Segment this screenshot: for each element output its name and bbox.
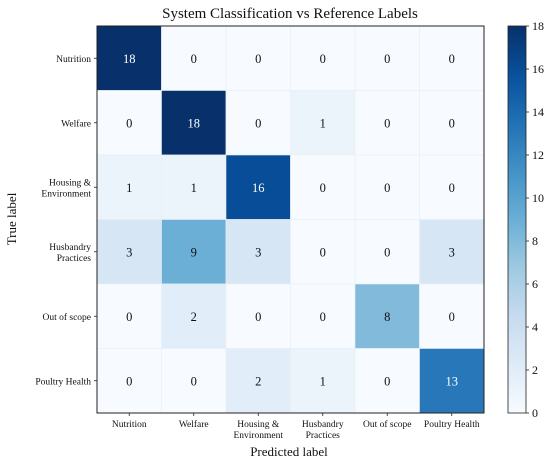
cell-value-label: 1 <box>126 181 132 195</box>
colorbar-tick-label: 4 <box>532 320 538 334</box>
cell-value-label: 9 <box>191 245 197 259</box>
y-axis-title: True label <box>4 192 19 245</box>
heatmap-cell <box>354 25 420 91</box>
heatmap-cell <box>290 219 356 285</box>
y-tick-label: Practices <box>57 254 92 264</box>
cell-value-label: 1 <box>191 181 197 195</box>
x-tick-label: Nutrition <box>112 420 147 430</box>
x-axis-title: Predicted label <box>250 444 328 459</box>
y-tick-labels: Nutrition Welfare Housing &Environment Husb… <box>35 55 97 387</box>
y-tick-label: Husbandry <box>49 243 91 253</box>
y-tick-label: Out of scope <box>42 312 91 323</box>
heatmap-cell <box>290 283 356 349</box>
colorbar-tick-label: 6 <box>532 277 538 291</box>
cell-value-label: 0 <box>320 181 326 195</box>
cell-value-label: 2 <box>255 374 261 388</box>
cell-value-label: 1 <box>320 374 326 388</box>
cell-value-label: 3 <box>449 245 455 259</box>
cell-value-label: 0 <box>384 116 390 130</box>
heatmap-cell <box>161 219 227 285</box>
y-tick-label: Housing & <box>49 178 92 188</box>
cell-value-label: 0 <box>384 181 390 195</box>
heatmap-cell <box>161 154 227 220</box>
heatmap-cell <box>225 154 291 220</box>
colorbar-tick-label: 10 <box>532 191 544 205</box>
cell-value-label: 0 <box>384 245 390 259</box>
heatmap-cells: 18 0 0 0 0 0 0 18 0 1 0 0 1 1 16 0 0 0 3 9 3 0 0 3 0 2 0 0 8 0 0 0 2 1 0 13 <box>96 25 485 414</box>
colorbar-tick-label: 0 <box>532 406 538 420</box>
heatmap-cell <box>354 348 420 414</box>
heatmap-cell <box>419 154 485 220</box>
cell-value-label: 0 <box>191 374 197 388</box>
heatmap-cell <box>225 219 291 285</box>
cell-value-label: 18 <box>188 116 201 130</box>
heatmap-cell <box>96 219 162 285</box>
x-tick-label: Welfare <box>179 419 209 430</box>
cell-value-label: 0 <box>255 116 261 130</box>
heatmap-cell <box>419 90 485 156</box>
heatmap-cell <box>161 25 227 91</box>
cell-value-label: 3 <box>126 245 132 259</box>
cell-value-label: 0 <box>449 310 455 324</box>
heatmap-cell <box>354 154 420 220</box>
colorbar-tick-label: 14 <box>532 105 544 119</box>
cell-value-label: 18 <box>123 52 136 66</box>
colorbar: 0 2 4 6 8 10 12 14 16 18 <box>507 19 544 420</box>
cell-value-label: 0 <box>384 52 390 66</box>
heatmap-cell <box>96 25 162 91</box>
cell-value-label: 0 <box>191 52 197 66</box>
heatmap-cell <box>419 348 485 414</box>
heatmap-cell <box>96 348 162 414</box>
colorbar-tick-label: 2 <box>532 363 538 377</box>
heatmap-cell <box>96 283 162 349</box>
x-tick-label: Housing & <box>237 420 280 430</box>
heatmap-cell <box>225 283 291 349</box>
colorbar-tick-label: 12 <box>532 148 544 162</box>
heatmap-cell <box>354 219 420 285</box>
heatmap-cell <box>161 90 227 156</box>
x-tick-label: Out of scope <box>363 419 412 430</box>
heatmap-cell <box>354 283 420 349</box>
cell-value-label: 0 <box>126 374 132 388</box>
colorbar-gradient <box>507 25 527 414</box>
cell-value-label: 0 <box>449 181 455 195</box>
plot-frame <box>96 25 485 414</box>
x-tick-label: Husbandry <box>302 420 344 430</box>
cell-value-label: 16 <box>252 181 265 195</box>
x-tick-labels: Nutrition Welfare Housing &Environment Husb… <box>112 413 480 441</box>
colorbar-tick-label: 18 <box>532 19 544 33</box>
chart-title: System Classification vs Reference Label… <box>162 6 418 22</box>
cell-value-label: 8 <box>384 310 390 324</box>
heatmap-cell <box>290 25 356 91</box>
cell-value-label: 1 <box>320 116 326 130</box>
cell-value-label: 0 <box>320 52 326 66</box>
cell-value-label: 13 <box>446 374 459 388</box>
cell-value-label: 0 <box>255 310 261 324</box>
heatmap-cell <box>290 154 356 220</box>
cell-value-label: 0 <box>320 310 326 324</box>
cell-value-label: 0 <box>320 245 326 259</box>
cell-value-label: 2 <box>191 310 197 324</box>
cell-value-label: 0 <box>449 116 455 130</box>
cell-value-label: 0 <box>384 374 390 388</box>
x-tick-label: Environment <box>233 431 283 441</box>
colorbar-tick-label: 16 <box>532 62 544 76</box>
cell-value-label: 0 <box>126 310 132 324</box>
heatmap-cell <box>419 25 485 91</box>
heatmap-cell <box>290 90 356 156</box>
y-tick-label: Environment <box>41 189 91 199</box>
cell-value-label: 0 <box>449 52 455 66</box>
y-tick-label: Nutrition <box>56 55 91 65</box>
cell-value-label: 0 <box>126 116 132 130</box>
y-tick-label: Poultry Health <box>35 377 91 387</box>
colorbar-tick-label: 8 <box>532 234 538 248</box>
x-tick-label: Poultry Health <box>424 420 480 430</box>
x-tick-label: Practices <box>306 431 341 441</box>
y-tick-label: Welfare <box>61 118 91 129</box>
cell-value-label: 3 <box>255 245 261 259</box>
heatmap-cell <box>96 154 162 220</box>
cell-value-label: 0 <box>255 52 261 66</box>
